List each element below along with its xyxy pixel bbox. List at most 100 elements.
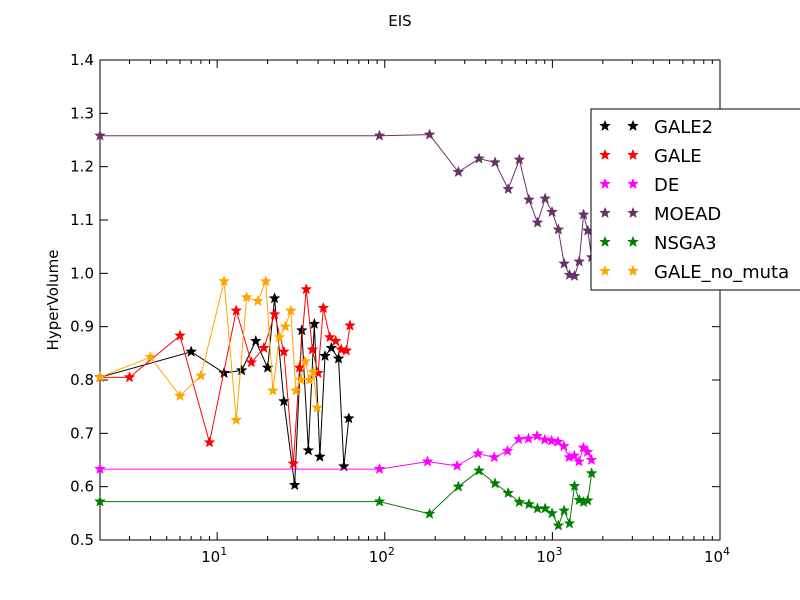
- data-point-moead: [373, 129, 386, 141]
- data-point-nsga3: [373, 495, 386, 507]
- data-point-de: [545, 434, 558, 446]
- legend-marker: [627, 206, 639, 219]
- data-point-de: [581, 445, 594, 458]
- data-point-nsga3: [473, 464, 485, 476]
- y-tick-label: 1.0: [70, 264, 94, 282]
- data-point-moead: [573, 255, 586, 267]
- y-tick-label: 0.6: [70, 478, 94, 496]
- plot-area-frame: [99, 59, 721, 541]
- data-point-gale-no-muta: [307, 365, 320, 378]
- data-point-nsga3: [568, 479, 581, 492]
- data-point-gale: [306, 343, 319, 355]
- legend-marker: [599, 206, 611, 219]
- data-point-gale2: [332, 352, 345, 364]
- data-point-nsga3: [585, 467, 598, 479]
- legend-label: DE: [654, 175, 679, 196]
- legend-label: GALE_no_muta: [654, 262, 789, 283]
- data-point-moead: [577, 208, 590, 220]
- data-point-gale2: [308, 317, 321, 330]
- data-point-gale-no-muta: [251, 294, 264, 307]
- data-point-moead: [513, 153, 526, 165]
- y-tick-label: 1.1: [70, 211, 94, 229]
- data-point-de: [421, 455, 434, 467]
- data-point-gale-no-muta: [218, 275, 231, 287]
- x-tick-exponent: 1: [220, 545, 227, 558]
- data-point-moead: [423, 128, 436, 140]
- data-point-moead: [452, 165, 465, 178]
- data-point-gale: [287, 457, 300, 469]
- data-point-gale-no-muta: [290, 384, 302, 396]
- legend-label: NSGA3: [654, 233, 717, 254]
- data-point-de: [451, 459, 463, 471]
- data-point-nsga3: [552, 519, 565, 531]
- legend-marker: [599, 235, 611, 248]
- data-point-gale: [257, 341, 270, 354]
- legend-label: GALE: [654, 146, 702, 167]
- x-tick-exponent: 3: [555, 545, 562, 558]
- data-point-nsga3: [558, 504, 571, 516]
- y-tick-label: 1.2: [70, 158, 94, 176]
- data-point-de: [585, 453, 598, 466]
- data-point-nsga3: [539, 502, 552, 514]
- x-tick-exponent: 2: [388, 545, 395, 558]
- data-point-gale-no-muta: [230, 413, 243, 426]
- legend-marker: [627, 148, 639, 161]
- data-point-gale: [344, 319, 356, 331]
- data-point-moead: [531, 216, 544, 228]
- data-point-gale: [123, 371, 136, 383]
- legend-marker: [627, 235, 639, 248]
- legend-marker: [627, 177, 639, 190]
- series-moead: [94, 128, 598, 282]
- data-point-gale: [174, 329, 186, 341]
- legend-marker: [599, 264, 611, 277]
- data-point-gale2: [319, 349, 331, 362]
- data-point-de: [472, 447, 484, 459]
- data-point-gale: [300, 283, 313, 295]
- data-point-de: [522, 432, 535, 444]
- series-nsga3: [94, 464, 598, 531]
- data-point-gale2: [302, 444, 315, 456]
- data-point-de: [538, 433, 551, 445]
- data-point-nsga3: [581, 494, 594, 506]
- legend-marker: [627, 264, 639, 277]
- series-layer: [94, 128, 598, 531]
- series-gale-no-muta: [94, 275, 324, 426]
- data-point-gale2: [185, 345, 198, 357]
- data-point-nsga3: [489, 477, 501, 489]
- data-point-gale-no-muta: [240, 291, 253, 303]
- x-tick-base: 10: [201, 548, 220, 566]
- data-point-gale2: [313, 450, 326, 462]
- x-tick-label: 104: [704, 545, 730, 566]
- y-tick-label: 1.3: [70, 104, 94, 122]
- data-point-gale: [268, 308, 281, 320]
- y-tick-label: 0.5: [70, 531, 94, 549]
- data-point-gale-no-muta: [144, 350, 157, 363]
- y-tick-label: 0.9: [70, 318, 94, 336]
- data-point-gale: [293, 361, 306, 373]
- x-tick-base: 10: [369, 548, 388, 566]
- x-tick-label: 101: [201, 545, 227, 566]
- data-point-nsga3: [502, 486, 515, 499]
- data-point-de: [573, 455, 585, 467]
- data-point-gale-no-muta: [94, 371, 106, 383]
- data-point-gale2: [325, 341, 338, 354]
- data-point-moead: [558, 257, 571, 269]
- data-point-gale-no-muta: [273, 331, 286, 343]
- x-tick-base: 10: [704, 548, 723, 566]
- legend-marker: [599, 148, 611, 161]
- series-de: [94, 429, 598, 475]
- data-point-nsga3: [563, 517, 576, 529]
- y-tick-label: 1.4: [70, 51, 94, 69]
- data-point-moead: [502, 182, 515, 195]
- data-point-moead: [552, 223, 565, 235]
- data-point-gale-no-muta: [195, 369, 207, 381]
- data-point-nsga3: [423, 507, 436, 519]
- data-point-nsga3: [523, 498, 535, 510]
- data-point-de: [488, 451, 501, 463]
- data-point-gale: [317, 301, 330, 314]
- data-point-gale: [340, 344, 353, 356]
- data-point-de: [373, 462, 386, 475]
- data-point-moead: [473, 152, 485, 164]
